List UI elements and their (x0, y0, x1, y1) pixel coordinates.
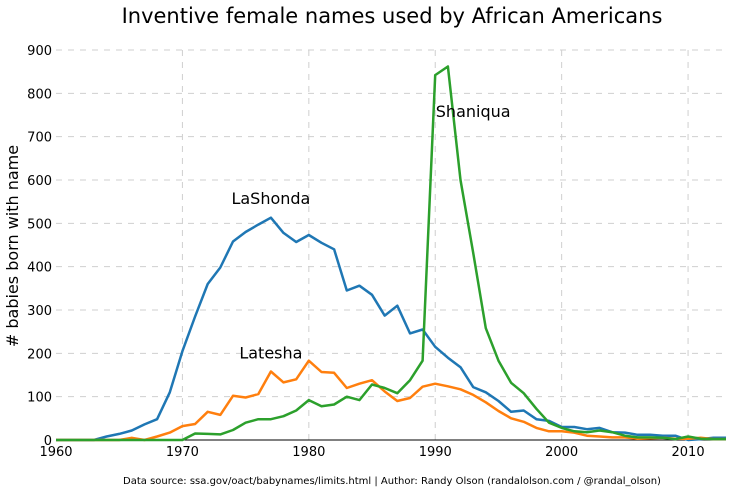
y-tick-label: 400 (27, 261, 52, 276)
x-tick-label: 2000 (545, 445, 578, 460)
x-tick-label: 1980 (292, 445, 325, 460)
series-label: Latesha (239, 344, 302, 363)
y-tick-label: 900 (27, 44, 52, 59)
tick-labels: 0 100 200 300 400 500 600 700 800 900 1960 1970 1980… (27, 44, 704, 460)
series-label: Shaniqua (436, 102, 511, 121)
y-axis-label: # babies born with name (3, 145, 22, 347)
series-lines (56, 65, 726, 442)
grid-lines (56, 49, 726, 440)
chart-title: Inventive female names used by African A… (122, 4, 663, 28)
x-tick-label: 2010 (672, 445, 705, 460)
y-tick-label: 600 (27, 174, 52, 189)
x-tick-label: 1960 (39, 445, 72, 460)
y-tick-label: 300 (27, 304, 52, 319)
series-line-latesha (56, 359, 726, 442)
y-tick-label: 500 (27, 217, 52, 232)
y-tick-label: 700 (27, 131, 52, 146)
y-tick-label: 200 (27, 347, 52, 362)
series-label: LaShonda (231, 189, 310, 208)
x-tick-label: 1970 (166, 445, 199, 460)
series-line-lashonda (56, 216, 726, 442)
y-tick-label: 800 (27, 87, 52, 102)
series-line-shaniqua (56, 65, 726, 442)
y-tick-label: 0 (44, 434, 52, 449)
y-tick-label: 100 (27, 391, 52, 406)
series-annotations: LaShonda Latesha Shaniqua (231, 102, 510, 362)
footer-credit: Data source: ssa.gov/oact/babynames/limi… (123, 476, 661, 487)
x-tick-label: 1990 (419, 445, 452, 460)
